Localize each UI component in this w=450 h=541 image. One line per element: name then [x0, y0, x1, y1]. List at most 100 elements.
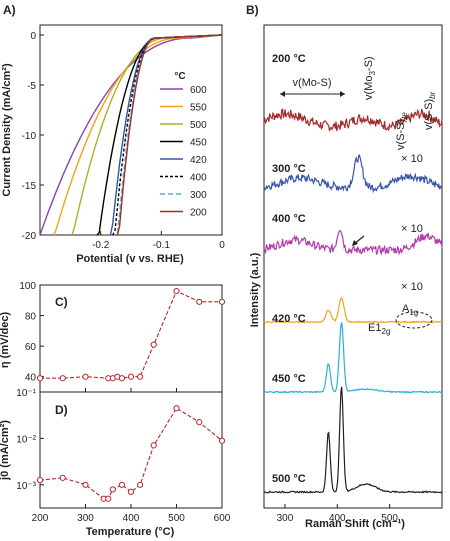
panel-d-plot	[36, 405, 226, 502]
dashed-circle-highlight	[395, 311, 433, 329]
series-line-600	[39, 34, 223, 236]
spectrum-420	[263, 297, 442, 324]
series-line-500	[71, 34, 223, 236]
legend-entry-400: 400	[190, 173, 207, 184]
data-point	[173, 405, 180, 412]
spectrum-500	[263, 386, 443, 494]
data-point	[127, 488, 135, 495]
arrow-icon	[352, 235, 365, 246]
x-tick-label: 500	[381, 513, 398, 524]
annotation-ss-te: v(S-S)te	[395, 112, 409, 150]
scale-factor-label: × 10	[401, 153, 423, 165]
x-tick-label: 400	[123, 513, 140, 524]
panel-b-xlabel: Raman Shift (cm⁻¹)	[305, 518, 405, 530]
x-tick-label: 600	[214, 513, 231, 524]
annotation-mo3s: v(Mo3-S)	[363, 56, 377, 100]
x-tick-label: 400	[329, 513, 346, 524]
y-tick-label: 40	[25, 373, 37, 384]
y-tick-label: -10	[22, 131, 37, 142]
data-point	[127, 373, 135, 380]
series-line-200	[116, 34, 223, 236]
y-tick-label: 0	[30, 31, 36, 42]
x-tick-label: 300	[77, 513, 94, 524]
panel-label-b: B)	[246, 3, 259, 17]
legend-entry-550: 550	[190, 103, 207, 114]
panel-a-legend: 600 550 500 450 420 400 300 200	[160, 85, 207, 219]
y-tick-label: 10⁻³	[16, 481, 36, 492]
panel-d-ylabel: j0 (mA/cm²)	[0, 420, 11, 481]
panel-a-frame	[39, 24, 223, 236]
annotation-mos: v(Mo-S)	[292, 77, 331, 89]
data-line	[39, 407, 223, 500]
panel-a-curves	[39, 34, 223, 236]
panel-b-frame	[263, 24, 443, 509]
panel-d-xlabel: Temperature (°C)	[86, 526, 175, 538]
panel-a-legend-title: °C	[174, 71, 185, 82]
series-line-400	[112, 34, 223, 236]
panel-a-xlabel: Potential (v vs. RHE)	[76, 253, 184, 265]
y-tick-label: 100	[19, 281, 36, 292]
panel-b: 200 °C 300 °C × 10 400 °C × 10 420 °C × 10 450 …	[249, 24, 443, 530]
spectrum-300	[263, 154, 443, 194]
panel-a-ylabel: Current Density (mA/cm²)	[1, 63, 13, 197]
data-point	[137, 481, 144, 488]
data-point	[118, 481, 126, 488]
annotation-e2g: E12g	[368, 322, 390, 336]
y-tick-label: -5	[27, 81, 36, 92]
y-tick-label: 10⁻²	[16, 434, 36, 445]
y-tick-label: -20	[22, 231, 37, 242]
data-point	[36, 477, 44, 484]
y-tick-label: 10⁻¹	[16, 388, 36, 399]
panel-b-ticks: 300 400 500	[277, 504, 398, 524]
data-point	[118, 375, 126, 382]
spectrum-label: 400 °C	[272, 213, 306, 225]
x-tick-label: 0	[219, 240, 225, 251]
panel-label-a: A)	[3, 3, 16, 17]
spectrum-label: 450 °C	[272, 373, 306, 385]
spectrum-200	[263, 108, 443, 132]
data-point	[82, 481, 89, 488]
x-tick-label: -0.1	[153, 240, 171, 251]
data-point	[196, 419, 203, 426]
scale-factor-label: × 10	[401, 223, 423, 235]
series-line-450	[96, 34, 223, 236]
x-tick-label: 200	[32, 513, 49, 524]
panel-c-plot	[36, 288, 226, 382]
spectrum-450	[263, 322, 443, 394]
scale-factor-label: × 10	[401, 281, 423, 293]
legend-entry-420: 420	[190, 155, 207, 166]
data-point	[150, 341, 157, 348]
legend-entry-450: 450	[190, 138, 207, 149]
data-point	[59, 375, 66, 382]
data-point	[36, 375, 44, 382]
y-tick-label: 60	[25, 342, 37, 353]
series-line-300	[116, 34, 223, 236]
spectrum-label: 500 °C	[272, 473, 306, 485]
legend-entry-300: 300	[190, 190, 207, 201]
panel-c-ticks: 40 60 80 100	[19, 281, 223, 392]
annotation-mos-arrow	[280, 91, 345, 97]
panel-d: D) 10⁻¹ 10⁻² 10⁻³ 200 300 400 500 600 j0 (mA/cm…	[0, 388, 231, 538]
data-point	[105, 495, 112, 502]
panel-c: C) 40 60 80 100 η (mV/dec)	[0, 281, 226, 393]
panel-a-ticks: -0.2 -0.1 0 0 -5 -10 -15 -20	[22, 31, 226, 251]
spectrum-400	[263, 229, 443, 256]
x-tick-label: -0.2	[92, 240, 110, 251]
panel-b-spectra: 200 °C 300 °C × 10 400 °C × 10 420 °C × 10 450 …	[263, 53, 443, 494]
panel-b-ylabel: Intensity (a.u.)	[249, 252, 261, 327]
data-point	[218, 437, 226, 444]
data-point	[59, 474, 66, 481]
annotation-ss-br: v(S-S)br	[423, 91, 437, 130]
data-point	[218, 298, 226, 305]
data-point	[137, 373, 144, 380]
panel-c-ylabel: η (mV/dec)	[0, 312, 11, 369]
legend-entry-200: 200	[190, 208, 207, 219]
y-tick-label: -15	[22, 181, 37, 192]
spectrum-label: 300 °C	[272, 163, 306, 175]
data-point	[109, 486, 116, 493]
panel-a: -0.2 -0.1 0 0 -5 -10 -15 -20 Potential (v vs. R…	[1, 24, 226, 265]
x-tick-label: 500	[168, 513, 185, 524]
y-tick-label: 80	[25, 312, 37, 323]
